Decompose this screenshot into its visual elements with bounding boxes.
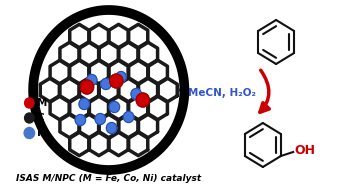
Polygon shape <box>129 24 148 48</box>
Polygon shape <box>99 114 118 138</box>
Text: N: N <box>37 128 46 138</box>
FancyArrowPatch shape <box>260 70 269 112</box>
Circle shape <box>124 112 134 122</box>
Circle shape <box>25 113 34 123</box>
Polygon shape <box>79 78 99 102</box>
Polygon shape <box>109 132 128 156</box>
Circle shape <box>109 101 120 112</box>
Circle shape <box>107 122 117 133</box>
Polygon shape <box>60 78 79 102</box>
Polygon shape <box>70 132 89 156</box>
Text: OH: OH <box>294 145 315 157</box>
Circle shape <box>116 71 126 83</box>
Polygon shape <box>129 132 148 156</box>
Polygon shape <box>109 24 128 48</box>
Polygon shape <box>119 42 138 66</box>
Circle shape <box>136 93 150 107</box>
Polygon shape <box>90 96 109 120</box>
Polygon shape <box>50 60 69 84</box>
Circle shape <box>79 98 90 109</box>
Polygon shape <box>119 78 138 102</box>
Polygon shape <box>138 42 158 66</box>
Circle shape <box>110 74 123 88</box>
Polygon shape <box>60 114 79 138</box>
Polygon shape <box>70 96 89 120</box>
Polygon shape <box>60 42 79 66</box>
Circle shape <box>81 80 94 94</box>
Polygon shape <box>99 78 118 102</box>
Polygon shape <box>90 132 109 156</box>
Polygon shape <box>129 96 148 120</box>
Circle shape <box>24 128 35 139</box>
Polygon shape <box>138 78 158 102</box>
Polygon shape <box>119 114 138 138</box>
Circle shape <box>75 115 86 125</box>
Polygon shape <box>99 42 118 66</box>
Polygon shape <box>158 78 177 102</box>
Polygon shape <box>90 24 109 48</box>
Text: M: M <box>37 98 47 108</box>
Polygon shape <box>79 42 99 66</box>
Text: MeCN, H₂O₂: MeCN, H₂O₂ <box>188 88 256 98</box>
Polygon shape <box>109 60 128 84</box>
Text: C: C <box>37 113 44 123</box>
Polygon shape <box>79 114 99 138</box>
Polygon shape <box>149 96 167 120</box>
Polygon shape <box>50 96 69 120</box>
Polygon shape <box>138 114 158 138</box>
Circle shape <box>86 74 97 85</box>
Polygon shape <box>70 24 89 48</box>
Circle shape <box>101 78 111 90</box>
Polygon shape <box>129 60 148 84</box>
Polygon shape <box>70 60 89 84</box>
Polygon shape <box>149 60 167 84</box>
Text: ISAS M/NPC (M = Fe, Co, Ni) catalyst: ISAS M/NPC (M = Fe, Co, Ni) catalyst <box>16 174 201 183</box>
Circle shape <box>34 11 184 169</box>
Polygon shape <box>40 78 59 102</box>
Circle shape <box>95 114 105 125</box>
Circle shape <box>131 88 141 99</box>
Polygon shape <box>109 96 128 120</box>
Circle shape <box>31 8 186 172</box>
Circle shape <box>25 98 34 108</box>
Polygon shape <box>90 60 109 84</box>
